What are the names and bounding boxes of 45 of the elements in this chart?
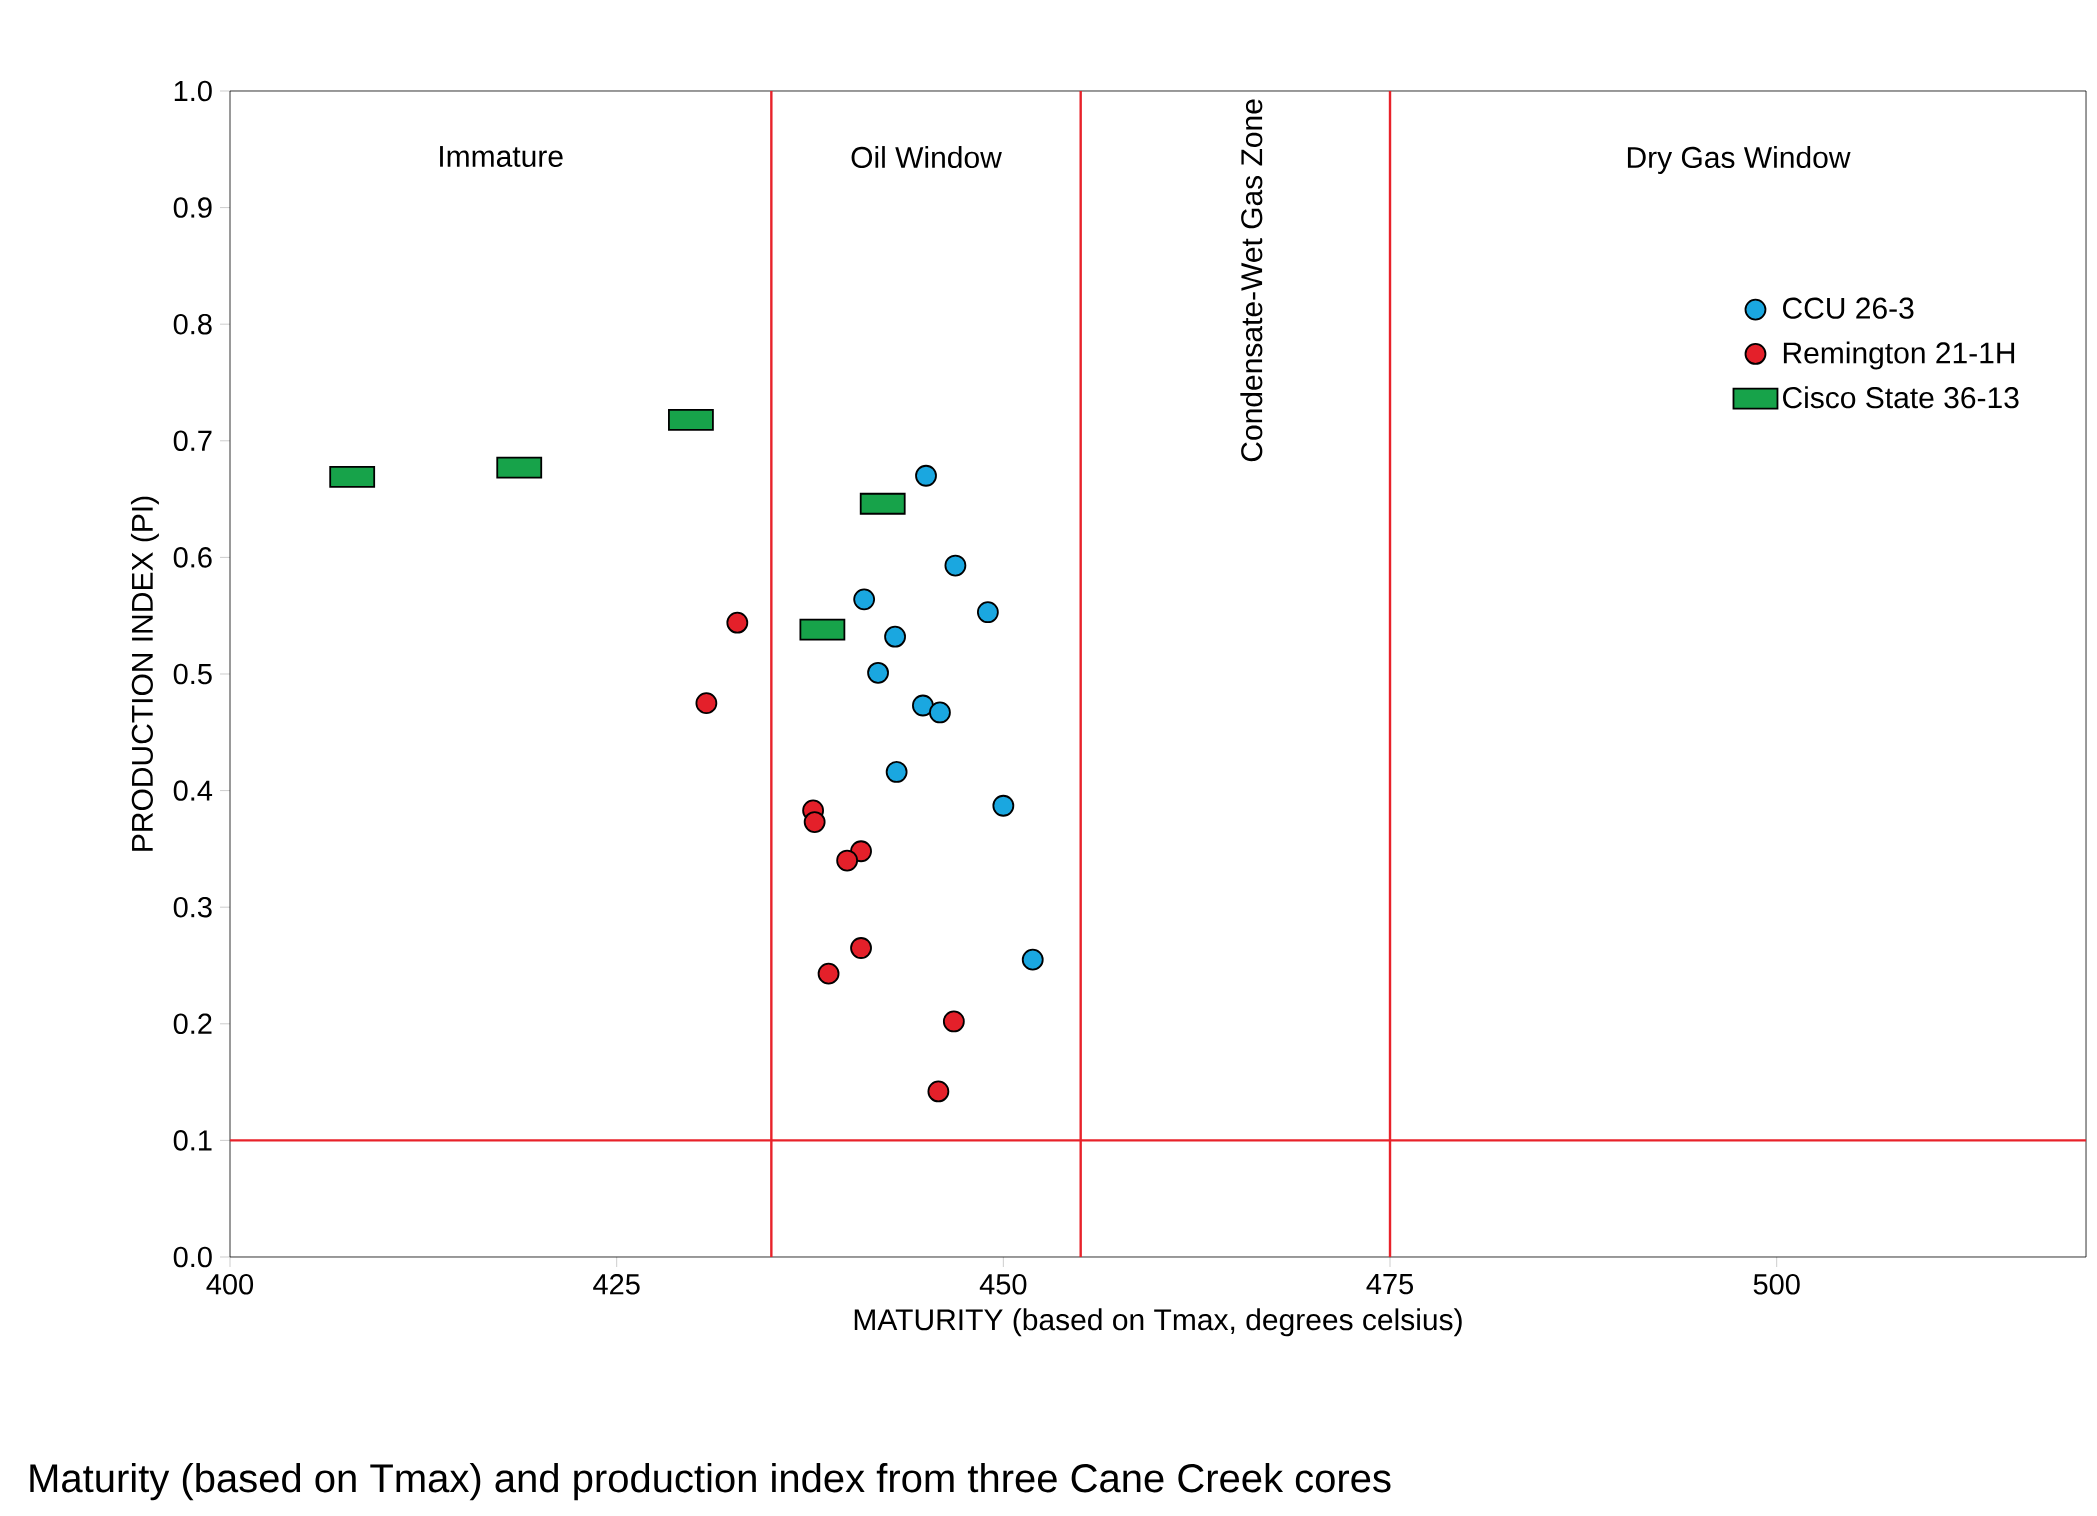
point bbox=[867, 661, 889, 684]
y-tick-label: 0.6 bbox=[173, 547, 212, 568]
point bbox=[1021, 948, 1044, 971]
point bbox=[817, 962, 840, 985]
point bbox=[726, 611, 749, 634]
x-tick-label: 475 bbox=[1366, 1274, 1413, 1295]
legend-label: CCU 26-3 bbox=[1783, 297, 1914, 319]
annotation: Condensate-Wet Gas Zone bbox=[1240, 99, 1263, 462]
point bbox=[803, 811, 826, 833]
point bbox=[992, 794, 1015, 817]
point bbox=[942, 1010, 965, 1033]
x-tick-label: 400 bbox=[206, 1274, 254, 1295]
y-tick-label: 0.9 bbox=[173, 197, 212, 218]
point bbox=[853, 588, 876, 611]
annotation: Immature bbox=[440, 146, 563, 167]
point bbox=[915, 464, 937, 487]
point bbox=[884, 625, 906, 648]
point bbox=[976, 601, 999, 624]
y-tick-label: 0.3 bbox=[173, 896, 212, 918]
x-tick-label: 425 bbox=[593, 1274, 640, 1295]
x-axis-title: MATURITY (based on Tmax, degrees celsius) bbox=[854, 1308, 1462, 1337]
point bbox=[695, 692, 718, 715]
annotation: Dry Gas Window bbox=[1627, 146, 1851, 175]
legend-label: Remington 21-1H bbox=[1783, 341, 2015, 370]
y-tick-label: 0.7 bbox=[173, 430, 212, 452]
y-tick-label: 0.0 bbox=[173, 1246, 212, 1268]
point bbox=[836, 849, 859, 872]
point bbox=[944, 554, 967, 577]
point bbox=[885, 761, 908, 783]
point bbox=[929, 701, 951, 724]
y-tick-label: 1.0 bbox=[174, 80, 212, 102]
legend-label: Cisco State 36-13 bbox=[1783, 386, 2019, 409]
y-tick-label: 0.1 bbox=[173, 1130, 212, 1151]
annotation: Oil Window bbox=[851, 146, 1002, 169]
x-tick-label: 500 bbox=[1753, 1274, 1800, 1295]
x-tick-label: 450 bbox=[979, 1274, 1027, 1295]
y-axis-title: PRODUCTION INDEX (PI) bbox=[130, 496, 159, 851]
point bbox=[850, 937, 872, 959]
y-tick-label: 0.2 bbox=[173, 1013, 212, 1035]
text: Maturity (based on Tmax) and production index from three Cane Creek cores bbox=[30, 1463, 1391, 1501]
point bbox=[912, 694, 934, 717]
point bbox=[927, 1080, 950, 1103]
y-tick-label: 0.5 bbox=[173, 663, 212, 685]
y-tick-label: 0.4 bbox=[173, 780, 213, 801]
y-tick-label: 0.8 bbox=[173, 313, 212, 335]
